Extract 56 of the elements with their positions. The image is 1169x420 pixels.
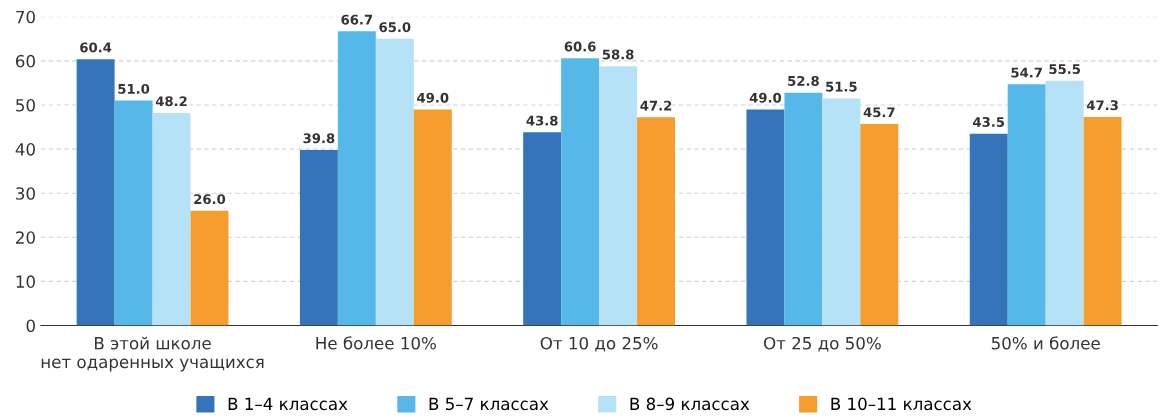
data-label: 39.8 [303, 133, 335, 144]
bar [413, 109, 452, 326]
x-tick-label: Не более 10% [316, 336, 436, 350]
bar [375, 38, 414, 326]
bar [76, 59, 115, 326]
data-label: 26.0 [194, 194, 226, 205]
legend-label: В 1–4 классах [228, 397, 348, 411]
data-label: 54.7 [1011, 67, 1042, 78]
data-label: 52.8 [788, 75, 819, 86]
y-tick-label: 10 [16, 275, 35, 288]
y-tick-label: 60 [16, 54, 35, 68]
bar [746, 109, 785, 326]
y-tick-label: 30 [16, 187, 35, 200]
bar [190, 210, 229, 326]
data-label: 45.7 [863, 107, 895, 118]
y-tick-label: 50 [16, 98, 35, 112]
data-label: 43.8 [526, 115, 558, 126]
legend-label: В 10–11 классах [831, 397, 972, 411]
data-label: 55.5 [1049, 64, 1081, 75]
legend-label: В 5–7 классах [429, 397, 549, 411]
data-label: 48.2 [155, 96, 187, 107]
data-label: 47.2 [640, 100, 672, 111]
bar [114, 100, 153, 326]
y-tick-label: 70 [16, 10, 35, 24]
y-tick-label: 0 [26, 319, 35, 333]
bar [299, 149, 338, 326]
bar [337, 31, 376, 326]
data-label: 47.3 [1086, 100, 1118, 111]
bar [822, 98, 861, 326]
bar [561, 58, 600, 326]
data-label: 58.8 [602, 49, 634, 60]
bar [152, 112, 191, 326]
bar [599, 66, 638, 326]
bar [523, 132, 562, 326]
x-tick-label: В этой школе нет одаренных учащихся [41, 336, 264, 372]
legend-label: В 8–9 классах [630, 397, 750, 411]
data-label: 49.0 [417, 92, 449, 103]
bar [860, 123, 899, 326]
bar [1007, 84, 1046, 326]
x-tick-label: От 10 до 25% [540, 336, 658, 352]
bar [1045, 80, 1084, 326]
x-tick-label: 50% и более [991, 336, 1100, 350]
bar [1083, 116, 1122, 326]
y-tick-label: 40 [15, 143, 35, 156]
x-tick-label: От 25 до 50% [763, 336, 881, 352]
data-label: 60.4 [80, 42, 112, 53]
data-label: 51.0 [118, 83, 150, 94]
data-label: 49.0 [749, 92, 782, 103]
data-label: 43.5 [973, 116, 1005, 127]
data-label: 60.6 [564, 41, 596, 52]
data-label: 51.5 [826, 81, 857, 92]
bar [637, 117, 676, 326]
bar [784, 92, 823, 326]
y-tick-label: 20 [16, 231, 35, 244]
data-label: 66.7 [341, 14, 373, 25]
data-label: 65.0 [379, 22, 411, 33]
